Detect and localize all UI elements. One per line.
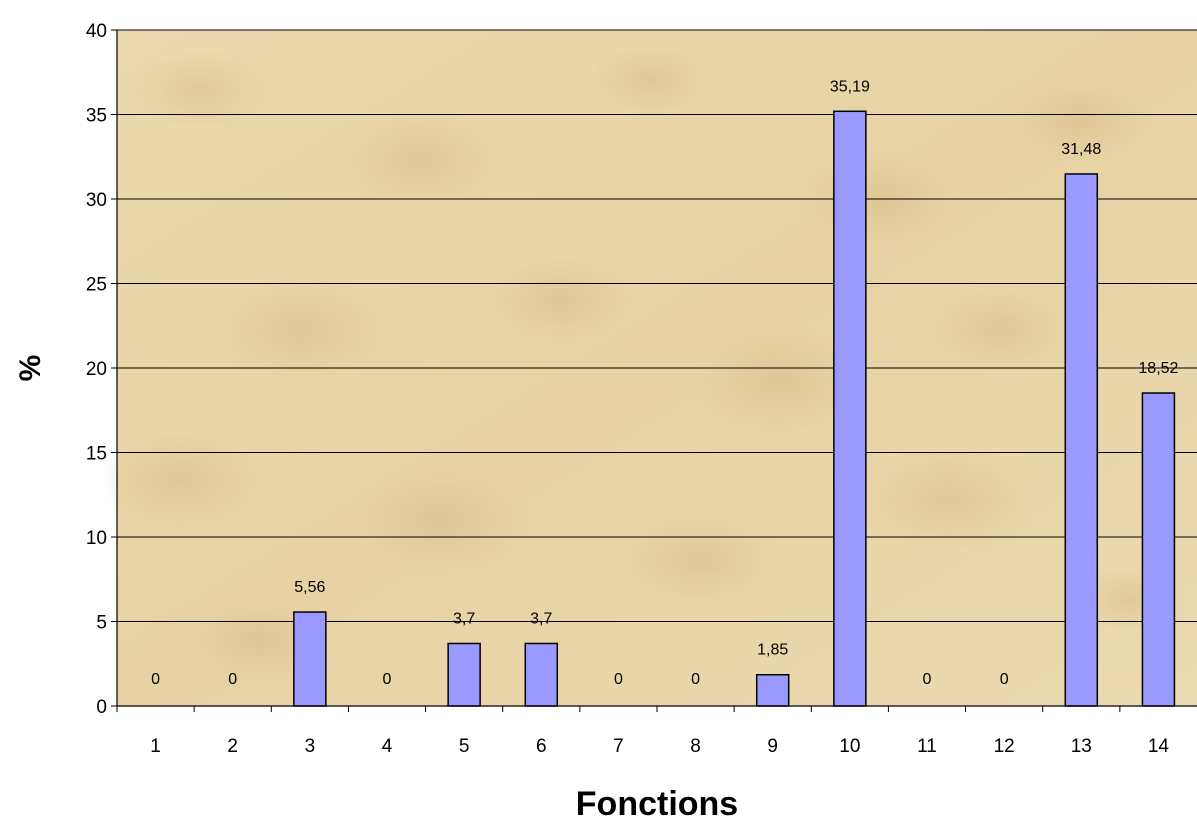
data-label: 0 [923,671,932,688]
bar [447,642,481,707]
x-tick-label: 12 [994,736,1015,757]
y-tick-label: 30 [86,190,107,211]
y-tick-label: 20 [86,359,107,380]
y-tick-label: 40 [86,21,107,42]
gridlines [117,29,1197,622]
y-tick-label: 25 [86,275,107,296]
texture-spot [130,48,270,132]
x-axis-title: Fonctions [576,785,738,822]
texture-spot [100,432,260,528]
x-tick-label: 2 [227,736,238,757]
bar [833,110,867,707]
data-label: 0 [383,671,392,688]
y-tick-label: 0 [96,697,107,718]
bars [293,110,1176,707]
x-tick-label: 10 [839,736,860,757]
data-label: 1,85 [757,642,788,659]
y-tick-labels: 0 5 10 15 20 25 30 35 40 [86,21,107,718]
texture-spot [620,512,780,608]
texture-spot [1010,78,1150,162]
y-tick-label: 35 [86,106,107,127]
x-tick-label: 14 [1148,736,1170,757]
bar [755,673,790,707]
data-label: 0 [691,671,700,688]
x-tick-label: 1 [150,736,161,757]
x-tick-label: 11 [917,736,937,757]
texture-spot [490,258,630,342]
x-tick-label: 6 [536,736,547,757]
data-label: 3,7 [530,610,552,627]
texture-spot [350,466,530,574]
texture-spot [590,44,710,116]
texture-spot [690,326,870,434]
texture-spot [800,152,960,248]
bar [293,611,327,707]
x-tick-label: 13 [1071,736,1092,757]
x-tick-labels: 1 2 3 4 5 6 7 8 9 10 11 12 13 14 [150,736,1169,757]
x-tick-label: 3 [305,736,316,757]
data-label: 0 [151,671,160,688]
x-tick-label: 4 [382,736,393,757]
data-label: 35,19 [830,78,870,95]
x-tick-label: 9 [767,736,778,757]
data-label: 0 [1000,671,1009,688]
x-tick-label: 8 [690,736,701,757]
texture-spot [930,288,1070,372]
data-label: 5,56 [294,579,325,596]
data-label: 31,48 [1061,141,1101,158]
data-label: 0 [228,671,237,688]
bar [1064,173,1099,707]
y-tick-label: 10 [86,528,107,549]
texture-spot [330,106,510,214]
data-label: 18,52 [1138,360,1178,377]
plot-texture [100,44,1190,682]
data-label: 0 [614,671,623,688]
texture-spot [210,276,390,384]
bar [1141,392,1176,707]
y-tick-label: 15 [86,444,107,465]
data-labels: 0 0 5,56 0 3,7 3,7 0 0 1,85 35,19 0 0 31,48 18,52 [151,78,1178,688]
data-label: 3,7 [453,610,475,627]
y-tick-label: 5 [96,613,107,634]
texture-spot [860,446,1040,554]
x-tick-label: 7 [613,736,624,757]
bar [524,642,559,707]
axes [111,29,1197,712]
x-tick-label: 5 [459,736,470,757]
y-axis-title: % [14,355,47,382]
